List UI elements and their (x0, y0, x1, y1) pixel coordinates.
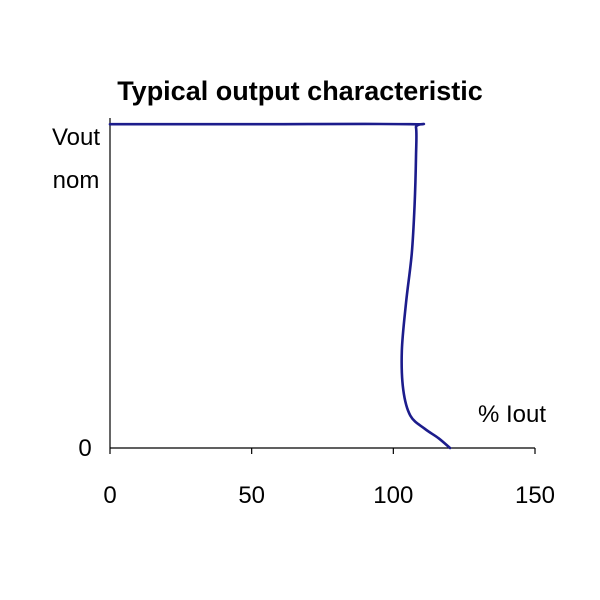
series-layer (108, 122, 452, 450)
x-axis-ticks: 0 50 100 150 (103, 448, 555, 509)
y-axis-label-line2: nom (53, 167, 100, 194)
y-axis-ticks: 0 (78, 435, 91, 462)
x-tick-label: 150 (515, 482, 555, 509)
x-axis-label: % Iout (478, 401, 546, 428)
y-tick-label: 0 (78, 435, 91, 462)
x-tick-label: 50 (238, 482, 265, 509)
x-tick-label: 0 (103, 482, 116, 509)
y-axis-label-line1: Vout (52, 124, 100, 151)
chart-title: Typical output characteristic (117, 76, 483, 106)
series-line (108, 122, 452, 450)
x-tick-label: 100 (373, 482, 413, 509)
